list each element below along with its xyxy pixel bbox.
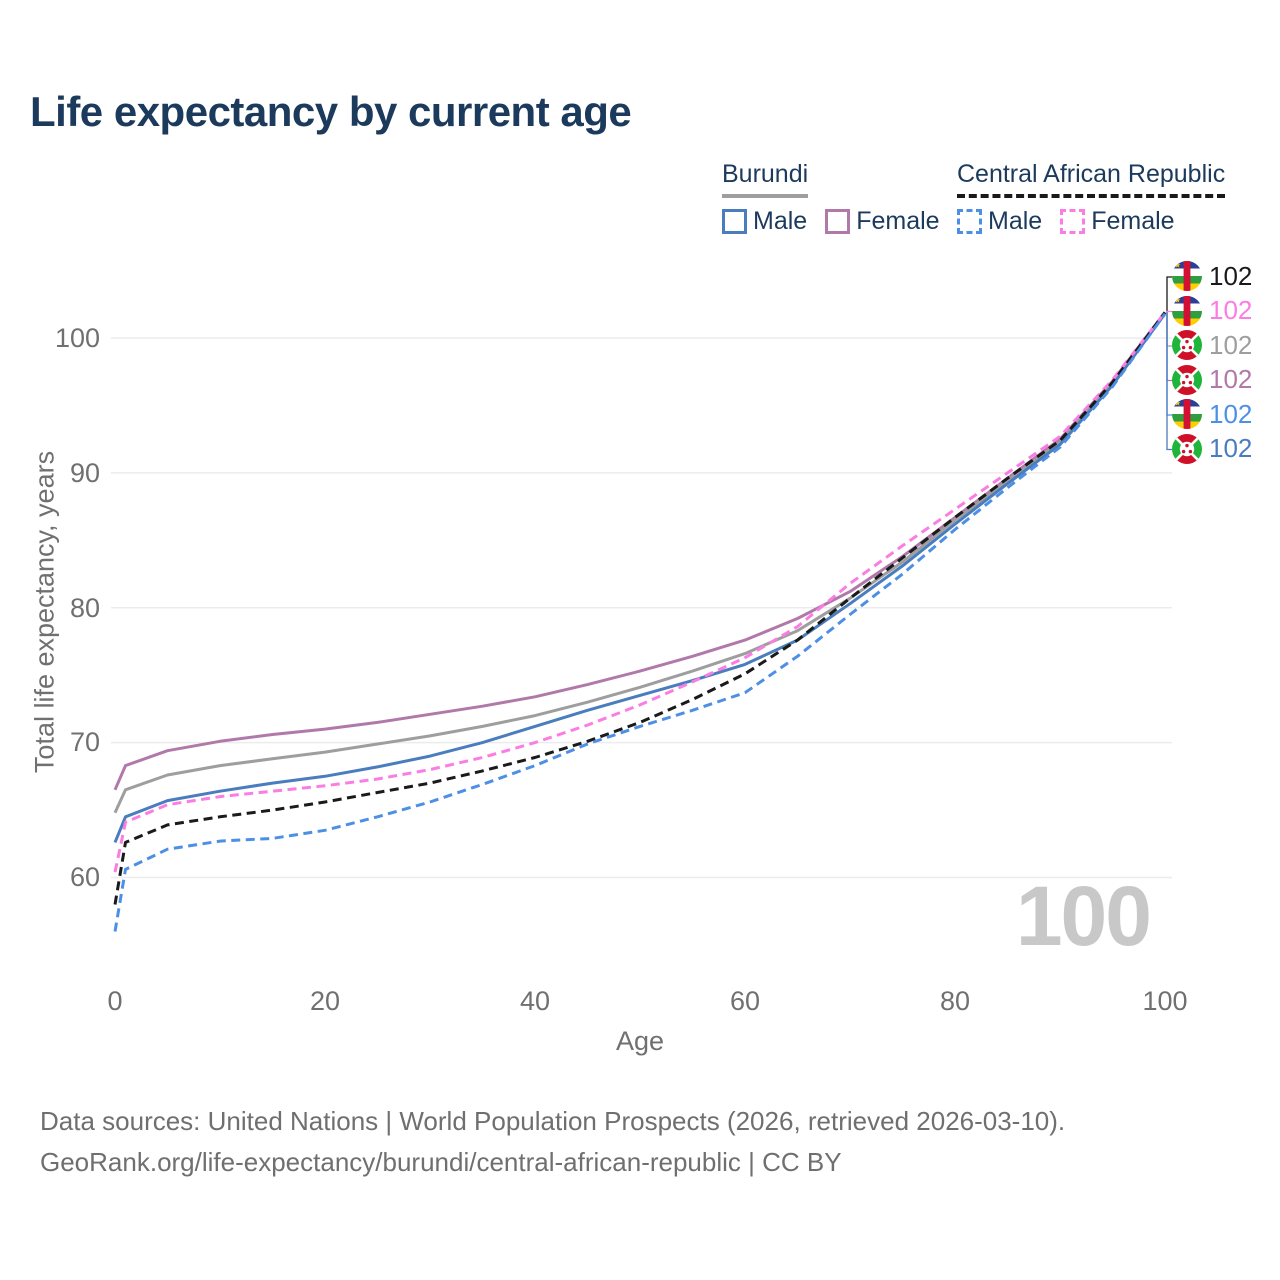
series-line-car-female [113, 311, 1167, 873]
end-value: 102 [1209, 364, 1253, 394]
end-value: 102 [1209, 329, 1253, 360]
legend-item-car-male: Male [957, 207, 1042, 236]
end-label-car-both: 102 [1172, 261, 1252, 291]
legend-label: Male [988, 207, 1043, 235]
end-value: 102 [1209, 398, 1253, 429]
series-line-burundi-male [113, 312, 1167, 843]
central-african-republic-flag-icon [1172, 399, 1202, 429]
age-counter-watermark: 100 [1015, 869, 1152, 963]
y-tick-60: 60 [69, 862, 100, 892]
legend-item-burundi-male: Male [722, 207, 807, 236]
y-tick-70: 70 [69, 727, 100, 757]
car-male-swatch-icon [957, 209, 982, 234]
x-tick-0: 0 [107, 986, 123, 1016]
legend-label: Male [753, 207, 808, 235]
burundi-flag-icon [1172, 330, 1202, 360]
x-tick-80: 80 [939, 986, 971, 1016]
burundi-flag-icon [1172, 364, 1202, 395]
end-label-burundi-female: 102 [1172, 364, 1253, 395]
end-label-car-male: 102 [1172, 399, 1252, 429]
legend-country-burundi: Burundi [722, 160, 809, 198]
burundi-male-swatch-icon [722, 209, 747, 234]
central-african-republic-flag-icon [1172, 261, 1202, 291]
burundi-female-swatch-icon [825, 209, 851, 234]
end-label-car-female: 102 [1172, 295, 1253, 326]
end-value: 102 [1209, 295, 1253, 325]
series-line-burundi-female [113, 311, 1167, 791]
x-axis-title: Age [615, 1026, 665, 1056]
central-african-republic-flag-icon [1172, 295, 1202, 326]
legend-item-car-female: Female [1060, 207, 1175, 236]
legend-item-burundi-female: Female [825, 207, 940, 236]
x-tick-40: 40 [519, 986, 551, 1016]
series-line-car-both [113, 311, 1167, 905]
y-axis-title: Total life expectancy, years [29, 450, 60, 774]
y-tick-90: 90 [69, 458, 100, 488]
data-sources-line: Data sources: United Nations | World Pop… [40, 1106, 1066, 1136]
legend-group-central-african-republic: Central African Republic Male Female [957, 160, 1226, 236]
burundi-flag-icon [1172, 433, 1202, 464]
page-title: Life expectancy by current age [30, 88, 632, 135]
end-label-burundi-male: 102 [1172, 433, 1253, 464]
legend-country-central-african-republic: Central African Republic [957, 160, 1226, 198]
y-tick-80: 80 [69, 593, 100, 623]
legend-items-central-african-republic: Male Female [957, 207, 1225, 236]
car-female-swatch-icon [1060, 209, 1086, 234]
x-tick-100: 100 [1142, 986, 1188, 1016]
end-value: 102 [1209, 260, 1253, 291]
end-label-burundi-both: 102 [1172, 330, 1252, 360]
x-tick-60: 60 [729, 986, 761, 1016]
series-line-burundi-both [113, 311, 1167, 814]
y-tick-100: 100 [54, 323, 100, 353]
legend-label: Female [1091, 207, 1175, 235]
series-line-car-male [113, 312, 1167, 932]
legend-group-burundi: Burundi Male Female [722, 160, 940, 236]
attribution-line: GeoRank.org/life-expectancy/burundi/cent… [40, 1147, 842, 1177]
legend-items-burundi: Male Female [722, 207, 940, 236]
x-tick-20: 20 [309, 986, 341, 1016]
end-value: 102 [1209, 433, 1253, 463]
end-labels-column: 102 102 102 102 102 102 [1172, 261, 1252, 464]
legend-label: Female [856, 207, 940, 235]
